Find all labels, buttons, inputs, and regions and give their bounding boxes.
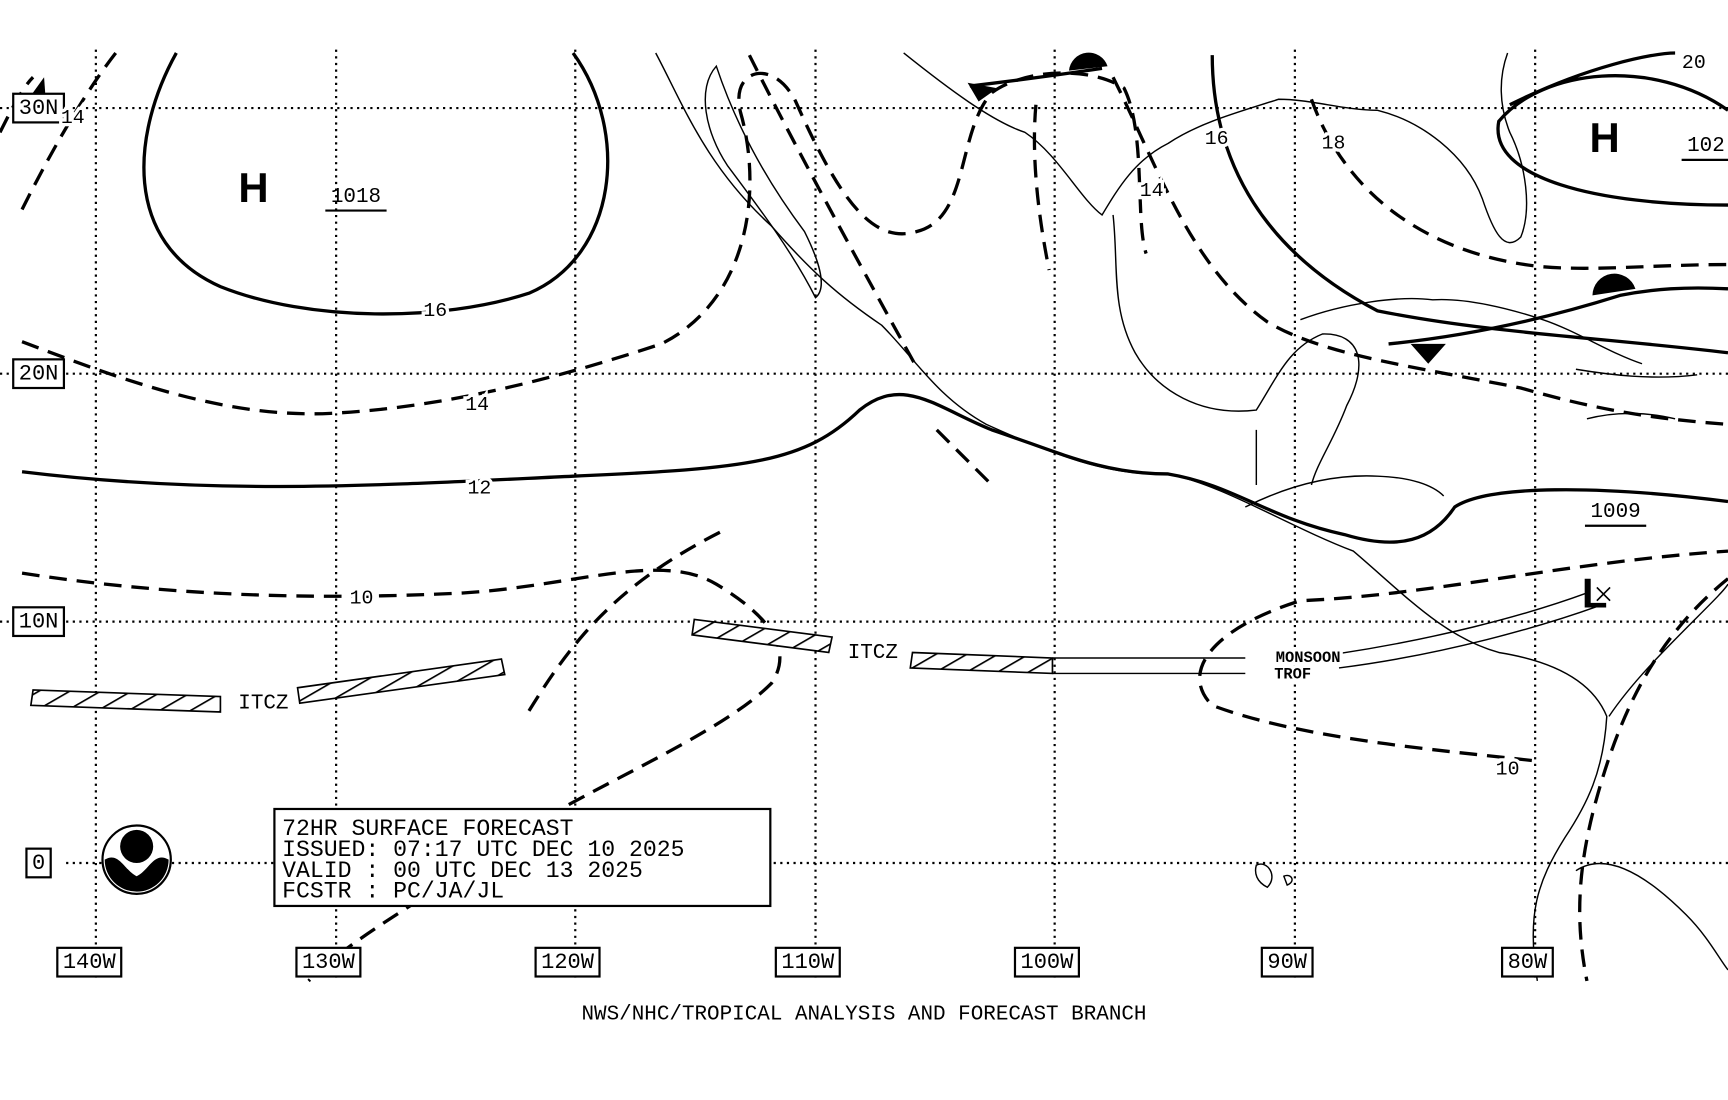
longitude-label-box (1500, 946, 1554, 978)
isobars (0, 51, 1728, 983)
latitude-label-box (12, 92, 66, 124)
central-pressure: 1009 (1590, 501, 1640, 524)
info-line: 72HR SURFACE FORECAST (282, 816, 574, 842)
isobar-label: 12 (467, 477, 491, 500)
longitude-label: 120W (541, 950, 595, 975)
isobar-label: 10 (350, 587, 374, 610)
feature-label: ITCZ (238, 693, 288, 716)
central-pressure: 1018 (331, 186, 381, 209)
pressure-center: H (1589, 114, 1619, 161)
isobar-label: 20 (1682, 51, 1706, 74)
feature-label: MONSOON (1276, 649, 1341, 667)
longitude-label-box (1013, 946, 1080, 978)
coastlines (655, 52, 1728, 982)
longitude-label: 100W (1020, 950, 1074, 975)
labels: 30N 20N 10N 0 140W 130W 120W 110W 100W 90W 80W 14 16… (12, 48, 1728, 1026)
longitude-label: 80W (1508, 950, 1548, 975)
isobar-label: 14 (465, 393, 489, 416)
longitude-label-box (534, 946, 601, 978)
isobar-label: 10 (1496, 758, 1520, 781)
longitude-label: 90W (1267, 950, 1307, 975)
longitude-label-box (295, 946, 362, 978)
latitude-label: 10N (19, 609, 59, 634)
latitude-label-box (12, 606, 66, 638)
latitude-label-box (12, 358, 66, 390)
isobar-label: 16 (1205, 127, 1229, 150)
noaa-logo (101, 824, 172, 895)
isobar-label: 16 (423, 299, 447, 322)
longitude-label-box (1260, 946, 1314, 978)
info-line: VALID : 00 UTC DEC 13 2025 (282, 858, 643, 884)
feature-label: ITCZ (848, 642, 898, 665)
info-line: ISSUED: 07:17 UTC DEC 10 2025 (282, 837, 684, 863)
latitude-label: 20N (19, 362, 59, 387)
isobar-label: 14 (1140, 179, 1164, 202)
isobar-label: 18 (1322, 132, 1346, 155)
isobar-label: 14 (61, 106, 85, 129)
longitude-label: 140W (63, 950, 117, 975)
fronts (24, 52, 1728, 364)
longitude-label-box (774, 946, 841, 978)
latitude-label: 0 (32, 851, 45, 876)
longitude-label: 110W (781, 950, 835, 975)
feature-label: TROF (1274, 666, 1311, 684)
latitude-label-box (25, 847, 52, 879)
info-box (273, 807, 772, 908)
latitude-label: 30N (19, 96, 59, 121)
low-center-x (1596, 586, 1611, 602)
info-line: FCSTR : PC/JA/JL (282, 879, 504, 905)
longitude-label: 130W (302, 950, 356, 975)
itcz (29, 592, 1599, 713)
central-pressure: 102 (1687, 135, 1725, 158)
pressure-center: H (238, 164, 268, 211)
longitude-label-box (56, 946, 123, 978)
footer: NWS/NHC/TROPICAL ANALYSIS AND FORECAST B… (582, 1003, 1147, 1026)
